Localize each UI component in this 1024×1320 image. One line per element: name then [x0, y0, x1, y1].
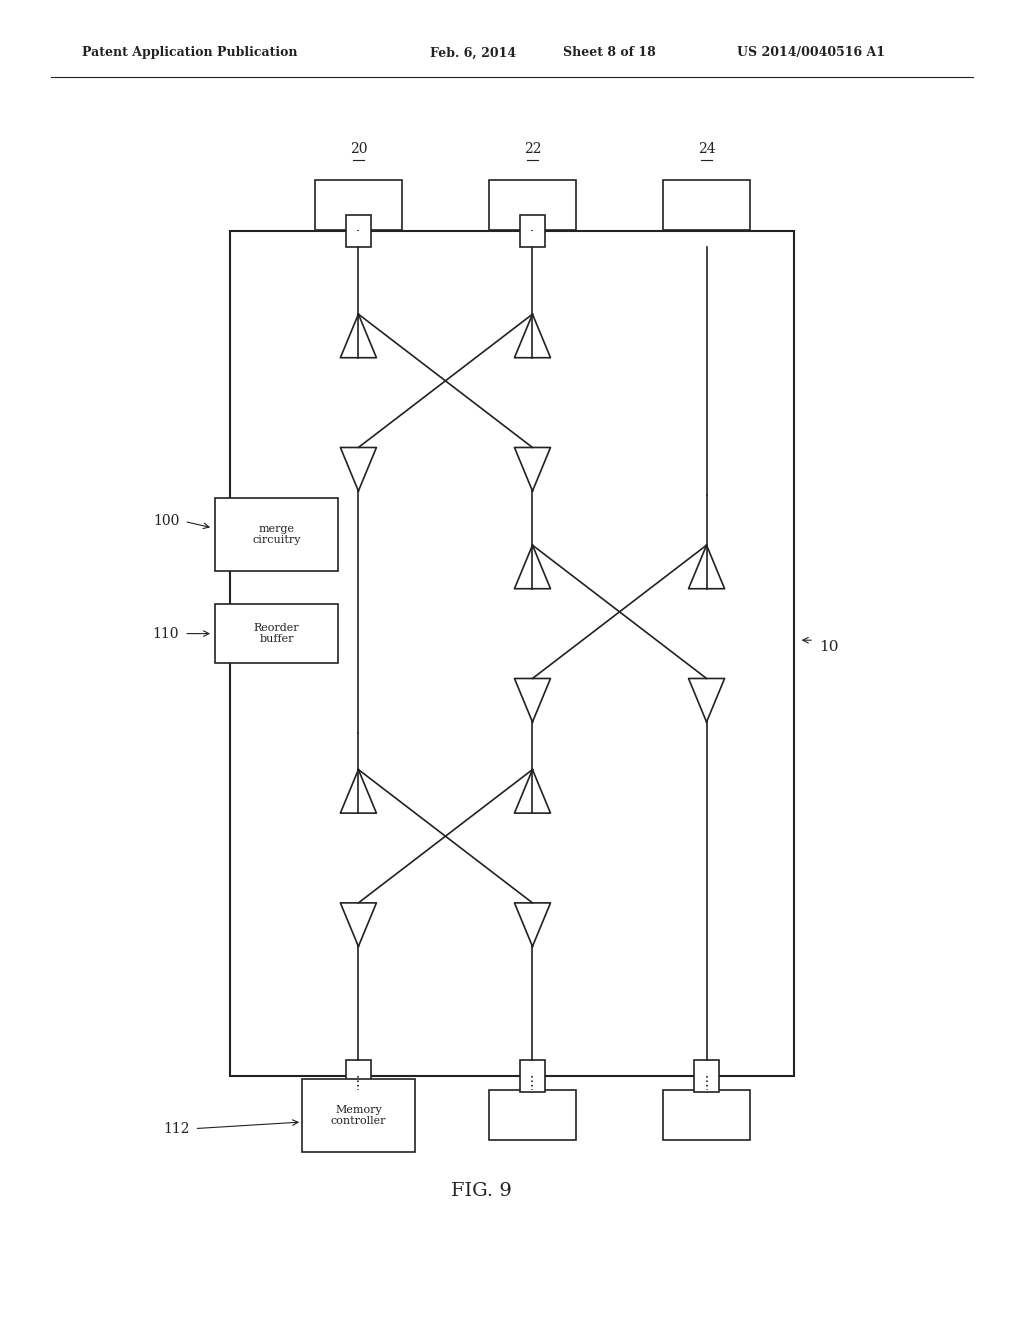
Bar — [346, 1060, 371, 1092]
Text: Feb. 6, 2014: Feb. 6, 2014 — [430, 46, 516, 59]
Bar — [664, 1090, 750, 1140]
Text: 112: 112 — [163, 1122, 189, 1135]
Bar — [346, 215, 371, 247]
Text: Patent Application Publication: Patent Application Publication — [82, 46, 297, 59]
Bar — [694, 215, 719, 247]
Bar — [315, 1090, 401, 1140]
Text: 100: 100 — [153, 515, 179, 528]
Bar — [315, 180, 401, 230]
Text: Sheet 8 of 18: Sheet 8 of 18 — [563, 46, 656, 59]
Text: 22: 22 — [523, 141, 542, 156]
Text: FIG. 9: FIG. 9 — [451, 1181, 512, 1200]
Bar — [694, 1060, 719, 1092]
Bar — [520, 1060, 545, 1092]
Bar — [215, 605, 338, 663]
Text: 20: 20 — [349, 141, 368, 156]
Bar — [664, 180, 750, 230]
Bar — [215, 498, 338, 570]
Bar — [489, 1090, 575, 1140]
Bar — [520, 215, 545, 247]
Text: Reorder
buffer: Reorder buffer — [254, 623, 299, 644]
Bar — [230, 231, 794, 1076]
Text: US 2014/0040516 A1: US 2014/0040516 A1 — [737, 46, 886, 59]
Text: 110: 110 — [153, 627, 179, 640]
Text: 10: 10 — [819, 640, 839, 653]
Bar — [302, 1080, 415, 1151]
Text: 24: 24 — [697, 141, 716, 156]
Bar — [489, 180, 575, 230]
Text: Memory
controller: Memory controller — [331, 1105, 386, 1126]
Text: merge
circuitry: merge circuitry — [252, 524, 301, 545]
